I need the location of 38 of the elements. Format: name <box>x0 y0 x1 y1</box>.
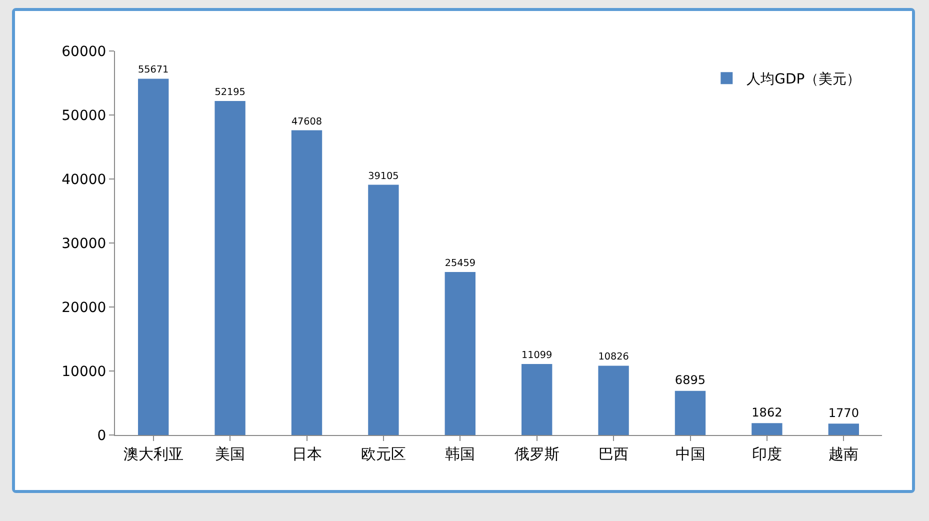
y-tick-label: 20000 <box>62 300 106 316</box>
bar <box>522 364 552 435</box>
x-tick-label: 俄罗斯 <box>514 445 560 463</box>
y-tick-label: 50000 <box>62 108 106 124</box>
data-label: 1862 <box>752 405 782 420</box>
y-tick-label: 30000 <box>62 236 106 252</box>
bar <box>368 184 399 435</box>
x-tick-label: 欧元区 <box>360 445 406 463</box>
data-label: 6895 <box>674 373 706 388</box>
x-tick-label: 美国 <box>215 445 246 463</box>
data-label: 52195 <box>214 86 246 98</box>
y-tick-label: 40000 <box>62 172 106 188</box>
x-tick-label: 澳大利亚 <box>123 445 184 463</box>
bar <box>291 130 322 435</box>
data-label: 25459 <box>444 258 476 270</box>
bar <box>828 424 859 435</box>
y-tick-label: 60000 <box>62 44 106 60</box>
data-label: 1770 <box>828 406 859 420</box>
x-tick-label: 中国 <box>675 445 706 463</box>
bar <box>138 78 169 435</box>
data-label: 10826 <box>598 352 629 363</box>
data-label: 39105 <box>368 170 399 182</box>
x-tick-label: 巴西 <box>598 445 629 463</box>
bar <box>674 390 706 435</box>
bar <box>214 100 246 435</box>
x-tick-label: 印度 <box>752 445 782 463</box>
bar <box>752 423 782 435</box>
data-label: 47608 <box>291 116 322 128</box>
legend-label: 人均GDP（美元） <box>746 72 861 88</box>
x-tick-label: 日本 <box>292 445 322 463</box>
x-tick-label: 越南 <box>828 445 859 463</box>
bar <box>444 272 476 435</box>
y-tick-label: 10000 <box>62 364 106 380</box>
x-tick-label: 韩国 <box>445 445 476 463</box>
data-label: 11099 <box>522 350 552 362</box>
bar <box>598 366 629 435</box>
data-label: 55671 <box>138 64 169 76</box>
y-tick-label: 0 <box>97 428 106 444</box>
